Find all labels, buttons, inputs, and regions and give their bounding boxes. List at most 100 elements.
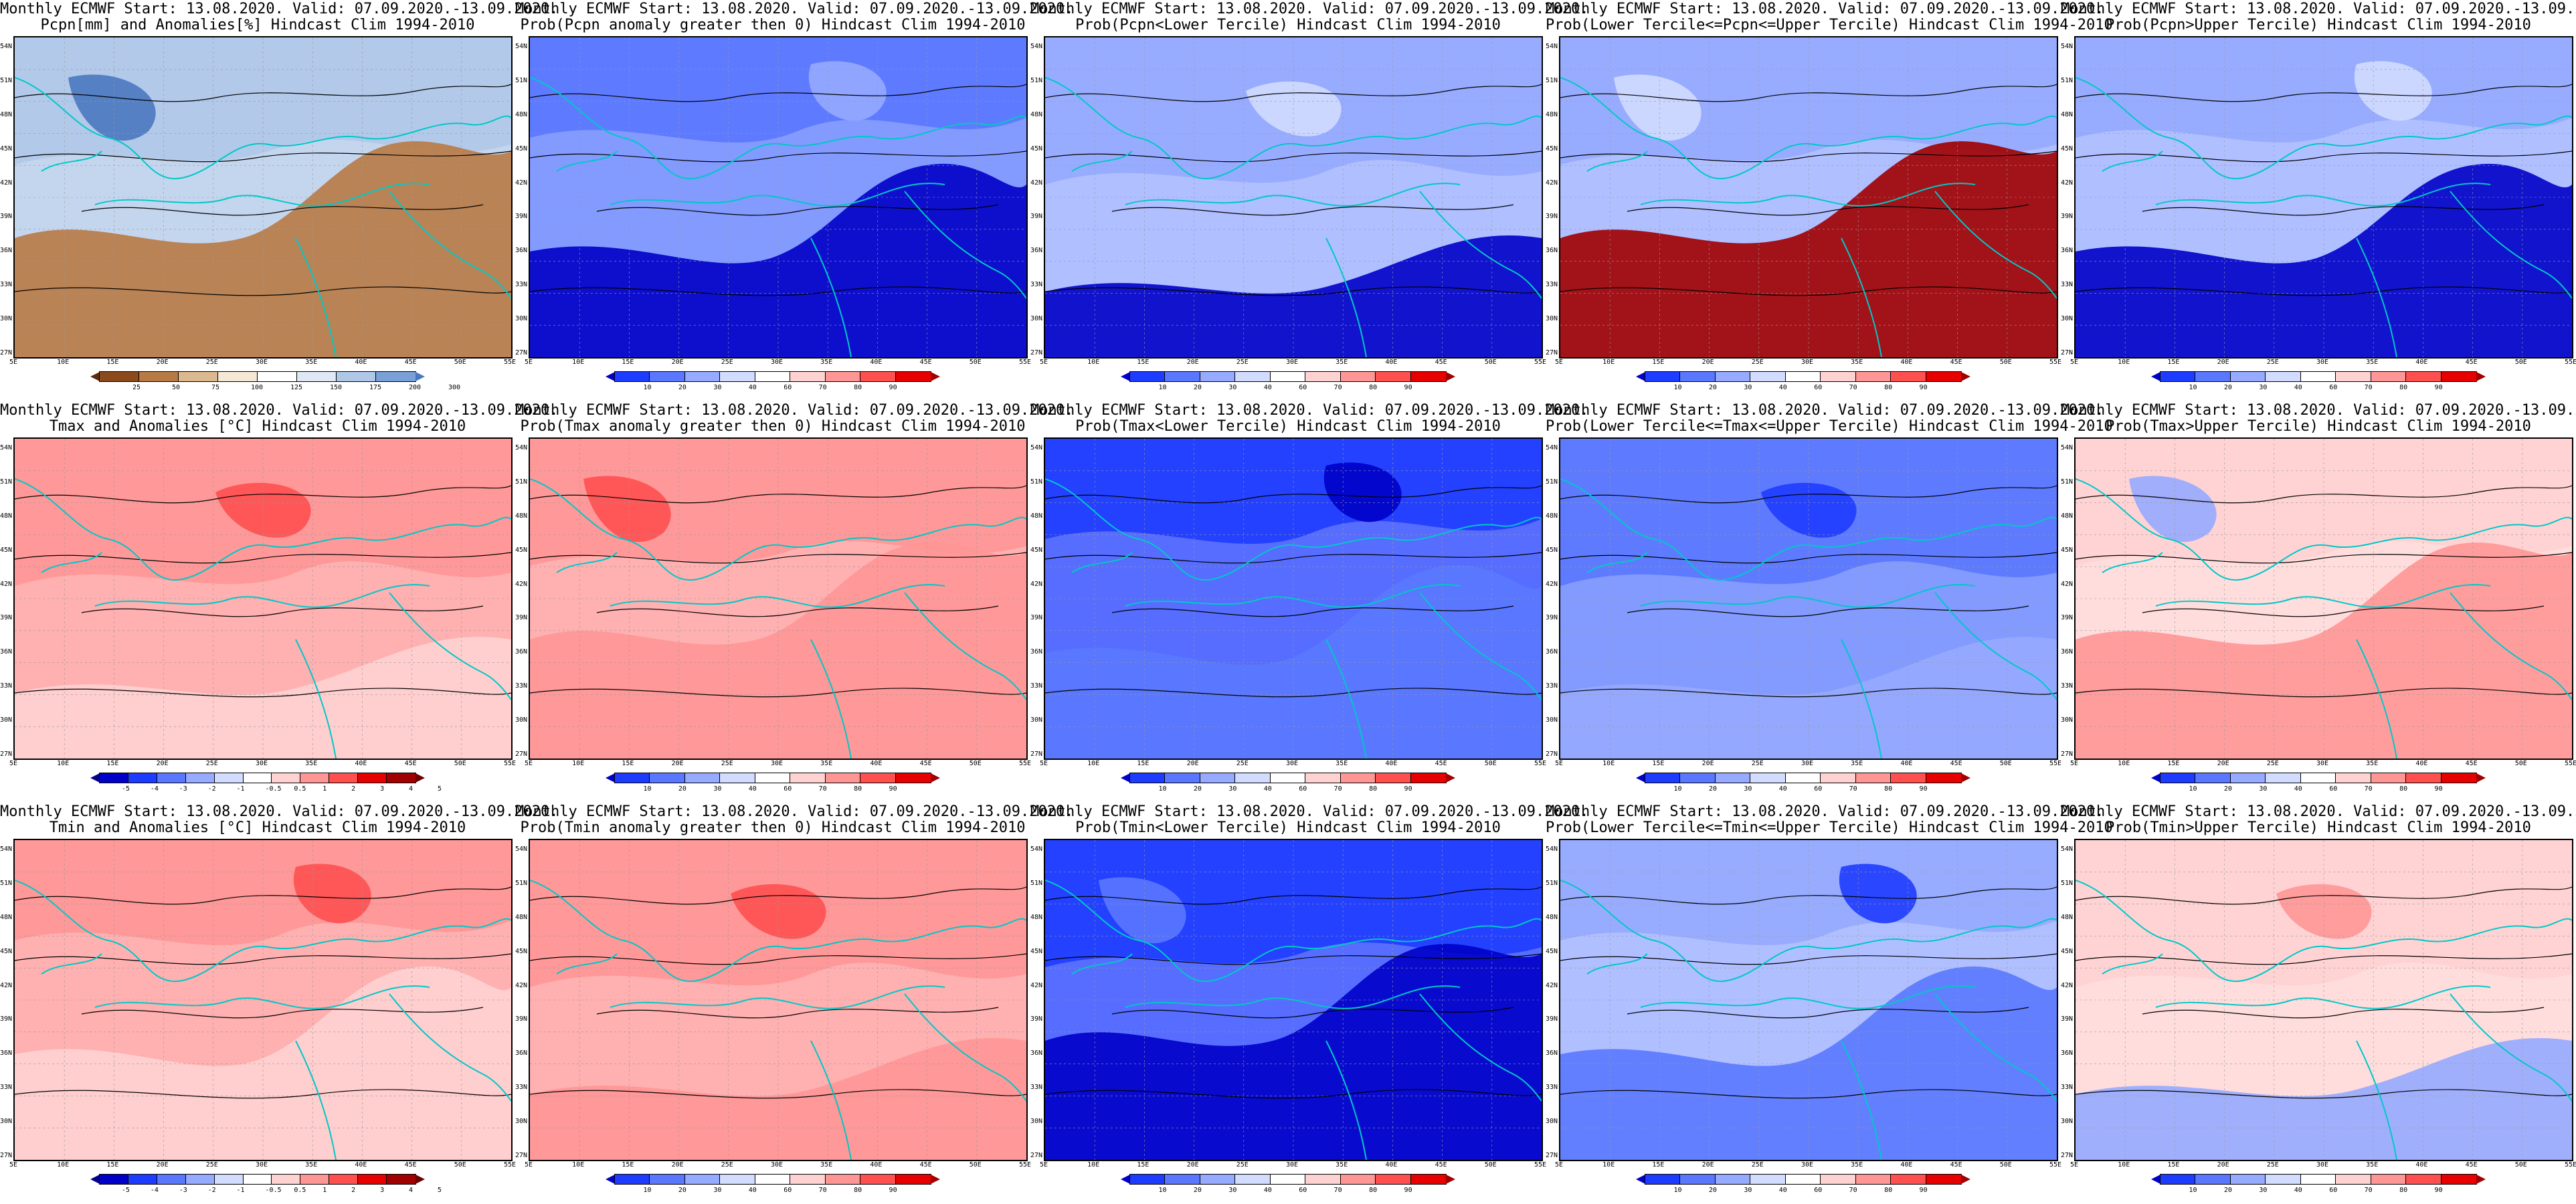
contour-line <box>1045 552 1542 564</box>
colorbar-label: 10 <box>643 785 652 793</box>
colorbar-swatch <box>2159 1174 2197 1185</box>
latitude-label: 39N <box>1545 213 1558 221</box>
latitude-label: 54N <box>1030 43 1042 50</box>
coastline <box>1325 639 1367 759</box>
colorbar-swatch <box>1820 1174 1857 1185</box>
map-panel: Monthly ECMWF Start: 13.08.2020. Valid: … <box>1545 803 2113 1204</box>
longitude-label: 35E <box>2366 1161 2379 1169</box>
longitude-label: 15E <box>106 359 119 366</box>
colorbar-swatch <box>178 371 219 382</box>
colorbar-swatch <box>156 1174 187 1185</box>
colorbar-label: 30 <box>1744 384 1752 391</box>
longitude-label: 15E <box>2167 760 2180 767</box>
latitude-label: 54N <box>2060 43 2073 50</box>
colorbar-swatch <box>895 773 931 783</box>
latitude-label: 51N <box>1545 76 1558 84</box>
latitude-label: 51N <box>2060 478 2073 486</box>
panel-title-line2: Prob(Tmax<Lower Tercile) Hindcast Clim 1… <box>1075 418 1501 435</box>
longitude-label: 10E <box>572 359 585 366</box>
colorbar-swatch <box>213 773 244 783</box>
latitude-label: 33N <box>1030 682 1042 690</box>
map-panel: Monthly ECMWF Start: 13.08.2020. Valid: … <box>1030 803 1589 1204</box>
contour-line <box>1627 204 2029 216</box>
colorbar-max-arrow <box>1960 773 1970 783</box>
colorbar-swatch <box>754 371 792 382</box>
colorbar-label: 10 <box>2189 785 2197 793</box>
colorbar-swatch <box>1129 773 1166 783</box>
coastline <box>2155 183 2491 207</box>
latitude-label: 54N <box>1545 444 1558 452</box>
longitude-label: 10E <box>572 1161 585 1169</box>
map-plot <box>2074 839 2573 1161</box>
coastline <box>2102 953 2163 975</box>
coastline <box>1841 237 1882 357</box>
contour-line <box>15 485 511 504</box>
latitude-label: 30N <box>1030 1118 1042 1126</box>
colorbar-swatch <box>1129 371 1166 382</box>
longitude-label: 50E <box>2514 760 2527 767</box>
longitude-label: 55E <box>2564 359 2576 366</box>
coastline <box>1560 77 2057 180</box>
longitude-label: 40E <box>2415 760 2428 767</box>
longitude-label: 20E <box>1701 760 1714 767</box>
latitude-label: 30N <box>515 716 527 724</box>
colorbar-label: 5 <box>437 1187 442 1194</box>
longitude-label: 35E <box>1851 1161 1863 1169</box>
coastline <box>810 237 852 357</box>
colorbar-swatch <box>2159 371 2197 382</box>
longitude-label: 20E <box>2217 359 2229 366</box>
colorbar-label: 80 <box>1884 1187 1893 1194</box>
longitude-label: 25E <box>2266 1161 2279 1169</box>
panel-title-line1: Monthly ECMWF Start: 13.08.2020. Valid: … <box>0 1 559 17</box>
longitude-label: 55E <box>1018 760 1032 767</box>
latitude-label: 27N <box>1545 750 1558 758</box>
latitude-label: 45N <box>515 546 527 554</box>
coastline <box>904 191 1026 299</box>
latitude-label: 30N <box>1030 315 1042 323</box>
contour-line <box>2076 886 2572 905</box>
longitude-label: 10E <box>1087 359 1100 366</box>
panel-title-line1: Monthly ECMWF Start: 13.08.2020. Valid: … <box>1030 402 1589 419</box>
contour-line <box>1560 886 2057 905</box>
colorbar-label: 10 <box>1673 384 1682 391</box>
latitude-label: 30N <box>2060 716 2073 724</box>
longitude-label: 15E <box>106 760 119 767</box>
longitude-label: 20E <box>1186 760 1199 767</box>
colorbar-swatch <box>300 773 331 783</box>
longitude-label: 15E <box>622 760 634 767</box>
latitude-label: 39N <box>515 614 527 622</box>
field-region <box>1614 74 1701 141</box>
colorbar-label: -2 <box>207 1187 216 1194</box>
contour-line <box>81 204 484 216</box>
latitude-label: 30N <box>1545 315 1558 323</box>
latitude-label: 27N <box>2060 750 2073 758</box>
latitude-label: 33N <box>1545 281 1558 289</box>
longitude-label: 50E <box>1999 359 2012 366</box>
colorbar-swatch <box>271 773 302 783</box>
latitude-label: 45N <box>1030 546 1042 554</box>
coastline <box>2076 880 2572 983</box>
coastline <box>389 191 511 299</box>
longitude-label: 25E <box>721 760 733 767</box>
contour-line <box>1111 1007 1514 1019</box>
longitude-label: 50E <box>1484 359 1497 366</box>
longitude-label: 45E <box>404 760 417 767</box>
colorbar-max-arrow <box>1960 372 1970 381</box>
latitude-label: 42N <box>1545 981 1558 989</box>
contour-line <box>1111 204 1514 216</box>
latitude-label: 48N <box>0 110 12 118</box>
latitude-label: 39N <box>0 213 12 221</box>
latitude-label: 36N <box>0 648 12 656</box>
map-plot <box>13 437 513 760</box>
longitude-label: 40E <box>2415 1161 2428 1169</box>
coastline <box>1841 639 1882 759</box>
longitude-label: 20E <box>671 1161 684 1169</box>
contour-line <box>15 953 511 965</box>
longitude-label: 35E <box>305 359 318 366</box>
field-region <box>68 74 156 141</box>
colorbar-label: -4 <box>150 1187 159 1194</box>
longitude-label: 5E <box>2069 359 2079 366</box>
map-plot <box>529 437 1028 760</box>
colorbar-label: 30 <box>1228 1187 1237 1194</box>
contour-line <box>1560 552 2057 564</box>
